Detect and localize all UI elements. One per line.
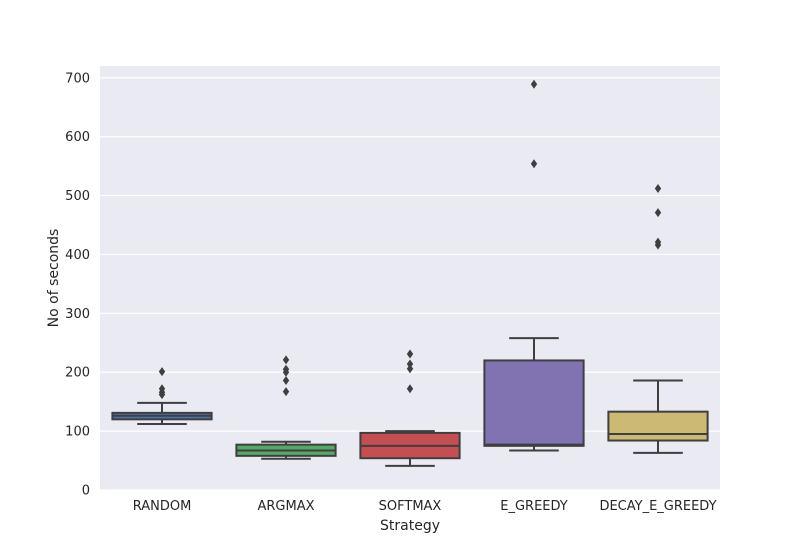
y-tick-label: 400 [65,248,90,263]
box-argmax [235,355,337,460]
y-tick-label: 600 [65,130,90,145]
y-tick-label: 0 [82,484,90,499]
box-e-greedy [483,79,585,452]
outlier-point [282,364,290,374]
outlier-point [282,387,290,397]
x-tick-label: DECAY_E_GREEDY [599,499,716,514]
outlier-point [654,208,662,218]
outlier-point [158,367,166,377]
y-tick-label: 300 [65,307,90,322]
y-tick-label: 500 [65,189,90,204]
outlier-point [282,375,290,385]
outlier-point [158,384,166,394]
iqr-box [607,410,709,442]
iqr-box [483,359,585,447]
boxes [111,79,709,467]
outlier-point [282,355,290,365]
y-axis-ticks: 0 100 200 300 400 500 600 700 [65,71,90,498]
box-softmax [359,349,461,467]
x-tick-label: SOFTMAX [379,499,442,514]
outlier-point [654,237,662,247]
outlier-point [406,349,414,359]
x-tick-label: ARGMAX [257,499,314,514]
outlier-point [530,159,538,169]
box-decay-e-greedy [607,183,709,454]
y-tick-label: 100 [65,425,90,440]
x-axis-label: Strategy [380,518,440,534]
x-tick-label: RANDOM [133,499,192,514]
box-random [111,367,213,426]
outlier-point [406,384,414,394]
y-tick-label: 700 [65,71,90,86]
x-axis-ticks: RANDOM ARGMAX SOFTMAX E_GREEDY DECAY_E_GREED… [133,499,717,514]
outlier-point [654,183,662,193]
outlier-point [530,79,538,89]
y-axis-label: No of seconds [46,229,62,328]
outlier-point [406,359,414,369]
x-tick-label: E_GREEDY [500,499,568,514]
outlier-point [406,364,414,374]
y-tick-label: 200 [65,366,90,381]
